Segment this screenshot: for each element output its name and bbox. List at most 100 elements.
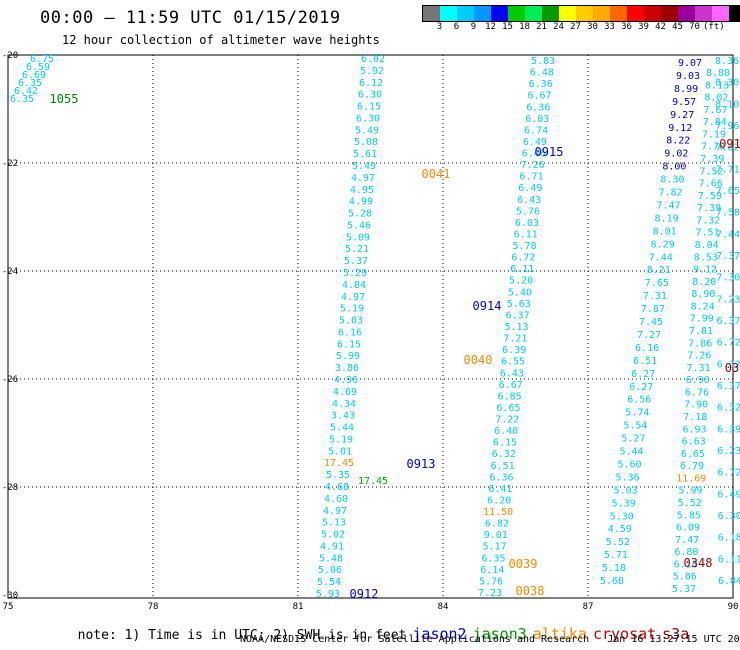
pass-time-label: 03 bbox=[725, 361, 739, 375]
wave-height-value: 7.30 bbox=[716, 273, 740, 284]
wave-height-value: 6.65 bbox=[496, 403, 520, 414]
wave-height-value: 6.48 bbox=[530, 68, 554, 79]
wave-height-value: 6.82 bbox=[485, 519, 509, 530]
wave-height-value: 6.03 bbox=[525, 114, 549, 125]
wave-height-value: 6.49 bbox=[717, 489, 740, 500]
wave-height-value: 5.19 bbox=[329, 434, 353, 445]
wave-height-value: 5.18 bbox=[602, 563, 626, 574]
wave-height-value: 7.18 bbox=[683, 412, 707, 423]
wave-height-value: 5.99 bbox=[678, 486, 702, 497]
color-swatch bbox=[525, 6, 542, 21]
wave-height-value: 5.86 bbox=[673, 572, 697, 583]
credit-line: NOAA/NESDIS Center for Satellite Applica… bbox=[240, 634, 740, 645]
y-tick-label: -20 bbox=[2, 51, 18, 61]
wave-height-value: 7.67 bbox=[704, 105, 728, 116]
wave-height-value: 5.83 bbox=[531, 56, 555, 67]
color-swatch bbox=[508, 6, 525, 21]
wave-height-value: 6.32 bbox=[717, 403, 740, 414]
wave-height-value: 4.69 bbox=[333, 387, 357, 398]
wave-height-value: 6.14 bbox=[480, 565, 504, 576]
wave-height-value: 7.82 bbox=[715, 143, 739, 154]
wave-height-value: 7.22 bbox=[495, 415, 519, 426]
wave-height-value: 4.97 bbox=[351, 173, 375, 184]
wave-height-value: 17.45 bbox=[358, 476, 388, 487]
wave-height-value: 6.59 bbox=[26, 62, 50, 73]
wave-height-value: 5.06 bbox=[318, 565, 342, 576]
y-tick-label: -28 bbox=[2, 483, 18, 493]
color-scale-label: 18 bbox=[519, 22, 530, 32]
wave-height-value: 5.20 bbox=[509, 276, 533, 287]
wave-height-value: 6.09 bbox=[676, 523, 700, 534]
wave-height-value: 5.68 bbox=[600, 576, 624, 587]
wave-height-value: 7.99 bbox=[690, 314, 714, 325]
color-scale-label: 12 bbox=[485, 22, 496, 32]
wave-height-value: 6.15 bbox=[357, 102, 381, 113]
wave-height-value: 8.24 bbox=[691, 301, 715, 312]
wave-height-value: 6.11 bbox=[718, 554, 740, 565]
wave-height-value: 5.63 bbox=[507, 299, 531, 310]
wave-height-value: 5.85 bbox=[677, 510, 701, 521]
wave-height-value: 7.32 bbox=[696, 215, 720, 226]
y-tick-label: -22 bbox=[2, 159, 18, 169]
wave-height-value: 7.84 bbox=[703, 117, 727, 128]
color-scale-label: 3 bbox=[436, 22, 443, 32]
wave-height-value: 6.16 bbox=[635, 343, 659, 354]
wave-height-value: 7.19 bbox=[702, 129, 726, 140]
legend-satellite-jason2: jason2 bbox=[412, 625, 467, 643]
wave-height-value: 6.18 bbox=[674, 559, 698, 570]
wave-height-value: 6.69 bbox=[22, 70, 46, 81]
y-tick-label: -24 bbox=[2, 267, 18, 277]
wave-height-value: 4.95 bbox=[350, 185, 374, 196]
wave-height-value: 6.67 bbox=[499, 380, 523, 391]
wave-height-value: 4.68 bbox=[325, 482, 349, 493]
wave-height-value: 6.80 bbox=[674, 547, 698, 558]
wave-height-value: 6.30 bbox=[718, 511, 740, 522]
wave-height-value: 7.78 bbox=[701, 142, 725, 153]
pass-time-label: 0912 bbox=[350, 587, 379, 601]
wave-height-value: 4.97 bbox=[323, 506, 347, 517]
wave-height-value: 5.39 bbox=[612, 498, 636, 509]
wave-height-value: 5.35 bbox=[326, 470, 350, 481]
wave-height-value: 6.85 bbox=[498, 391, 522, 402]
wave-height-value: 8.22 bbox=[666, 136, 690, 147]
wave-height-value: 5.37 bbox=[672, 584, 696, 595]
wave-height-value: 6.02 bbox=[361, 54, 385, 65]
wave-height-value: 7.26 bbox=[687, 351, 711, 362]
wave-height-value: 6.56 bbox=[627, 395, 651, 406]
wave-height-value: 7.66 bbox=[699, 179, 723, 190]
wave-height-value: 5.13 bbox=[322, 518, 346, 529]
wave-height-value: 6.15 bbox=[493, 438, 517, 449]
map-subtitle: 12 hour collection of altimeter wave hei… bbox=[62, 33, 380, 47]
wave-height-value: 5.37 bbox=[344, 256, 368, 267]
wave-height-value: 5.03 bbox=[614, 485, 638, 496]
x-tick-label: 81 bbox=[293, 602, 304, 612]
pass-time-label: 0038 bbox=[516, 584, 545, 598]
color-scale-labels: 3 6 9 12 15 18 21 24 27 30 33 36 39 42 45 70 (ft) bbox=[422, 22, 740, 34]
wave-height-value: 6.35 bbox=[481, 553, 505, 564]
wave-height-value: 6.72 bbox=[717, 468, 740, 479]
wave-height-value: 8.04 bbox=[695, 240, 719, 251]
wave-height-value: 8.02 bbox=[704, 93, 728, 104]
color-swatch bbox=[559, 6, 576, 21]
color-swatch bbox=[593, 6, 610, 21]
wave-height-value: 7.21 bbox=[503, 334, 527, 345]
wave-height-value: 6.43 bbox=[500, 368, 524, 379]
wave-height-value: 7.39 bbox=[700, 154, 724, 165]
color-swatch bbox=[440, 6, 457, 21]
wave-height-value: 8.19 bbox=[655, 213, 679, 224]
wave-height-value: 8.29 bbox=[651, 239, 675, 250]
wave-height-value: 7.65 bbox=[645, 278, 669, 289]
x-tick-label: 87 bbox=[583, 602, 594, 612]
color-scale-label: 24 bbox=[553, 22, 564, 32]
wave-height-value: 5.13 bbox=[504, 322, 528, 333]
wave-height-value: 6.04 bbox=[718, 576, 740, 587]
wave-height-value: 6.39 bbox=[717, 424, 740, 435]
x-tick-label: 78 bbox=[148, 602, 159, 612]
wave-height-value: 6.15 bbox=[337, 339, 361, 350]
pass-time-label: 0348 bbox=[684, 556, 713, 570]
wave-height-value: 5.27 bbox=[621, 434, 645, 445]
wave-height-value: 5.46 bbox=[347, 220, 371, 231]
wave-height-value: 6.18 bbox=[718, 533, 740, 544]
wave-height-value: 9.01 bbox=[484, 530, 508, 541]
